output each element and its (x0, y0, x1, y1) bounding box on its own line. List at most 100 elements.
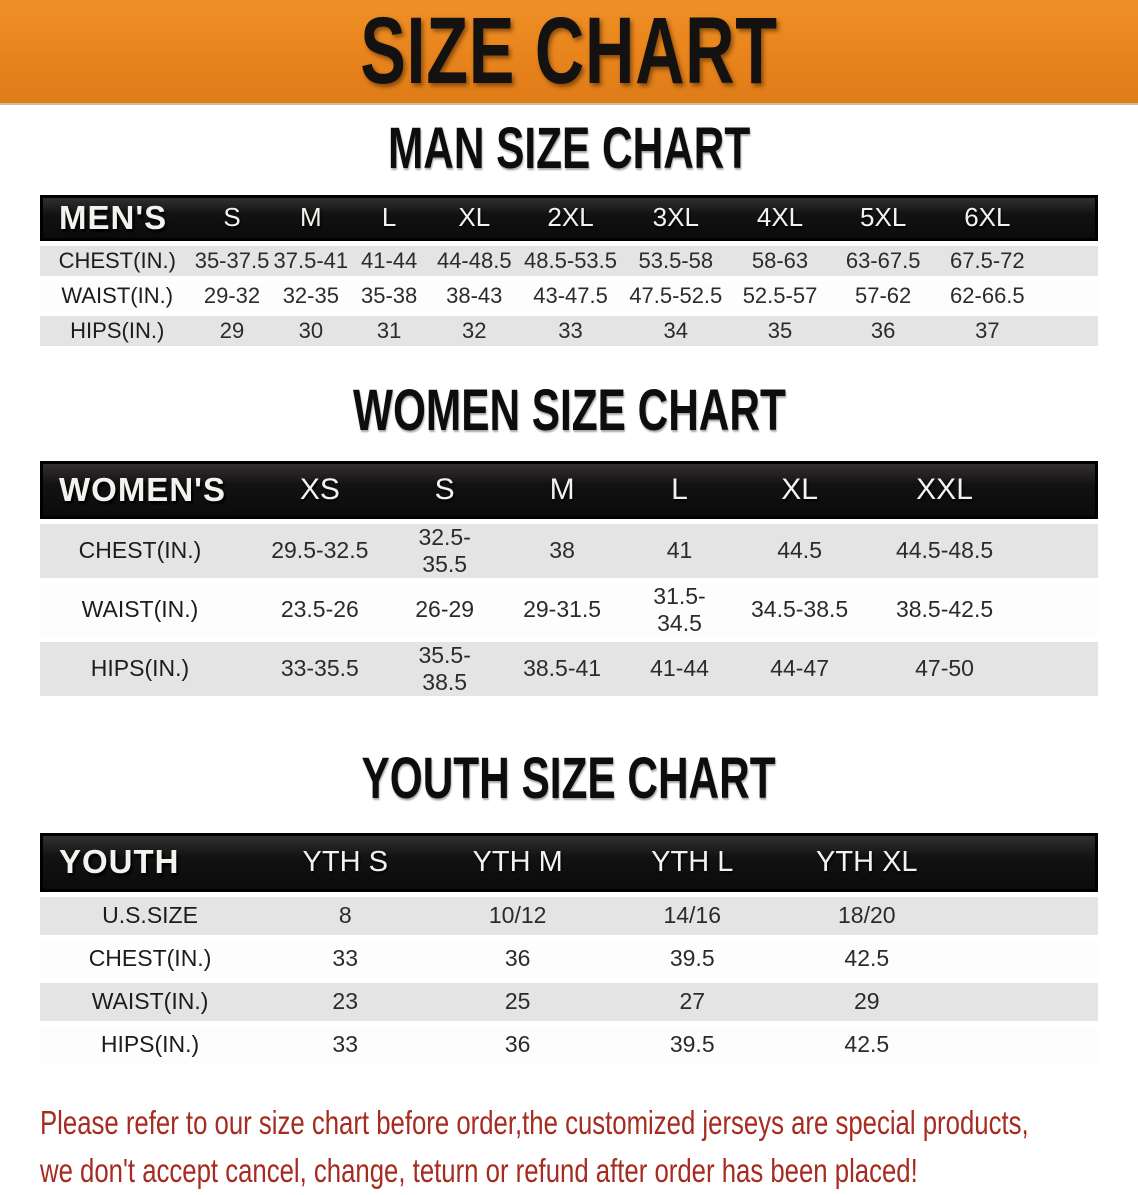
measurement-row: CHEST(IN.) 29.5-32.5 32.5-35.5 38 41 44.5 44.5… (40, 523, 1098, 578)
size-header-row: WOMEN'S XS S M L XL XXL (40, 460, 1098, 519)
size-value-cell: 29.5-32.5 (271, 537, 369, 564)
size-value-cell: 36 (504, 945, 531, 972)
man-size-chart-heading-text: MAN SIZE CHART (387, 116, 751, 181)
measurement-row-label: U.S.SIZE (102, 902, 198, 929)
measurement-row: WAIST(IN.) 23 25 27 29 (40, 982, 1098, 1021)
size-value-cell: 34 (663, 317, 689, 343)
size-value-cell: 29-32 (203, 282, 261, 308)
size-value-cell: 63-67.5 (845, 247, 921, 273)
size-value-cell: 44.5 (777, 537, 822, 564)
size-value-cell: 33 (332, 1031, 359, 1058)
size-value-cell: 53.5-58 (638, 247, 714, 273)
row-spacer (954, 897, 1098, 935)
size-column-header: 6XL (939, 194, 1036, 241)
size-value-cell: 41-44 (650, 655, 709, 682)
size-column-header: YTH M (430, 832, 605, 892)
size-value-cell: 48.5-53.5 (524, 247, 618, 273)
measurement-row: HIPS(IN.) 33-35.5 35.5-38.5 38.5-41 41-44 44-… (40, 641, 1098, 696)
size-value-cell: 37 (975, 317, 1000, 343)
womens-size-table: WOMEN'S XS S M L XL XXL CHEST(IN.) 29.5-32.5 32.5… (40, 456, 1098, 701)
size-column-header: XL (724, 460, 875, 519)
size-column-header: M (269, 194, 353, 241)
measurement-row-label: CHEST(IN.) (78, 537, 202, 564)
row-spacer (1035, 246, 1098, 276)
banner-title: SIZE CHART (360, 0, 778, 104)
row-spacer (1014, 583, 1098, 637)
size-value-cell: 34.5-38.5 (751, 596, 849, 623)
size-column-header: 5XL (827, 194, 940, 241)
mens-size-table: MEN'S S M L XL 2XL 3XL 4XL 5XL 6XL CHEST(IN.) 35-37… (40, 190, 1098, 351)
women-size-chart-heading-text: WOMEN SIZE CHART (352, 377, 786, 443)
measurement-row-label: WAIST(IN.) (91, 988, 209, 1015)
women-size-chart-heading: WOMEN SIZE CHART (0, 377, 1138, 443)
size-value-cell: 44.5-48.5 (895, 537, 994, 564)
row-spacer (954, 1026, 1098, 1064)
size-value-cell: 58-63 (751, 247, 809, 273)
size-value-cell: 10/12 (488, 902, 547, 929)
size-value-cell: 29-31.5 (523, 596, 602, 623)
size-value-cell: 47.5-52.5 (629, 282, 723, 308)
size-value-cell: 33 (332, 945, 359, 972)
size-value-cell: 44-47 (770, 655, 830, 682)
measurement-row-label: CHEST(IN.) (88, 945, 212, 972)
man-size-chart-heading: MAN SIZE CHART (0, 116, 1138, 181)
row-spacer (1014, 524, 1098, 578)
size-value-cell: 23.5-26 (280, 596, 359, 623)
measurement-row-label: HIPS(IN.) (100, 1031, 200, 1058)
measurement-row: HIPS(IN.) 33 36 39.5 42.5 (40, 1025, 1098, 1064)
size-value-cell: 38.5-42.5 (895, 596, 994, 623)
size-column-header: YTH S (260, 832, 431, 892)
order-policy-note: Please refer to our size chart before or… (40, 1099, 1138, 1195)
size-value-cell: 37.5-41 (273, 247, 349, 273)
size-value-cell: 29 (854, 988, 880, 1015)
size-column-header: M (489, 460, 635, 519)
size-column-header: S (194, 194, 270, 241)
size-value-cell: 18/20 (838, 902, 896, 929)
size-value-cell: 52.5-57 (742, 282, 818, 308)
size-value-cell: 57-62 (855, 282, 912, 308)
size-value-cell: 67.5-72 (950, 247, 1025, 273)
size-value-cell: 25 (504, 988, 531, 1015)
size-column-header: XL (426, 194, 523, 241)
size-header-row: YOUTH YTH S YTH M YTH L YTH XL (40, 832, 1098, 892)
size-value-cell: 35-38 (360, 282, 418, 308)
size-chart-banner: SIZE CHART (0, 0, 1138, 103)
header-spacer (954, 832, 1098, 892)
row-spacer (954, 940, 1098, 978)
size-value-cell: 42.5 (844, 1031, 890, 1058)
youth-size-table: YOUTH YTH S YTH M YTH L YTH XL U.S.SIZE 8 10/12… (40, 828, 1098, 1069)
size-value-cell: 31 (376, 317, 402, 343)
row-spacer (1035, 281, 1098, 311)
size-value-cell: 30 (298, 317, 324, 343)
size-group-label: WOMEN'S (40, 460, 240, 519)
order-policy-line-2: we don't accept cancel, change, teturn o… (40, 1151, 918, 1189)
size-value-cell: 41-44 (360, 247, 418, 273)
measurement-row: CHEST(IN.) 33 36 39.5 42.5 (40, 939, 1098, 978)
measurement-row: CHEST(IN.) 35-37.5 37.5-41 41-44 44-48.5 48.5… (40, 245, 1098, 276)
size-group-label: MEN'S (40, 194, 195, 241)
measurement-row: WAIST(IN.) 23.5-26 26-29 29-31.5 31.5-34.5 34… (40, 582, 1098, 637)
size-column-header: 2XL (522, 194, 619, 241)
youth-size-chart-heading: YOUTH SIZE CHART (0, 748, 1138, 810)
size-value-cell: 32 (462, 317, 487, 343)
size-value-cell: 31.5-34.5 (653, 582, 706, 636)
measurement-row-label: WAIST(IN.) (61, 282, 174, 308)
size-column-header: S (399, 460, 490, 519)
size-value-cell: 33-35.5 (280, 655, 359, 682)
row-spacer (1035, 316, 1098, 346)
row-spacer (1014, 642, 1098, 696)
size-value-cell: 39.5 (669, 945, 715, 972)
measurement-row: HIPS(IN.) 29 30 31 32 33 34 35 36 37 (40, 315, 1098, 346)
women-size-section: WOMEN SIZE CHART WOMEN'S XS S M L XL XXL CHEST(… (0, 377, 1138, 701)
measurement-row: WAIST(IN.) 29-32 32-35 35-38 38-43 43-47.5 47.… (40, 280, 1098, 311)
size-value-cell: 14/16 (663, 902, 722, 929)
size-column-header: 3XL (618, 194, 733, 241)
measurement-row: U.S.SIZE 8 10/12 14/16 18/20 (40, 896, 1098, 935)
size-value-cell: 44-48.5 (436, 247, 512, 273)
measurement-row-label: WAIST(IN.) (81, 596, 199, 623)
header-spacer (1035, 194, 1098, 241)
size-column-header: YTH XL (779, 832, 955, 892)
measurement-row-label: CHEST(IN.) (58, 247, 176, 273)
size-value-cell: 38.5-41 (523, 655, 602, 682)
size-column-header: XS (239, 460, 400, 519)
